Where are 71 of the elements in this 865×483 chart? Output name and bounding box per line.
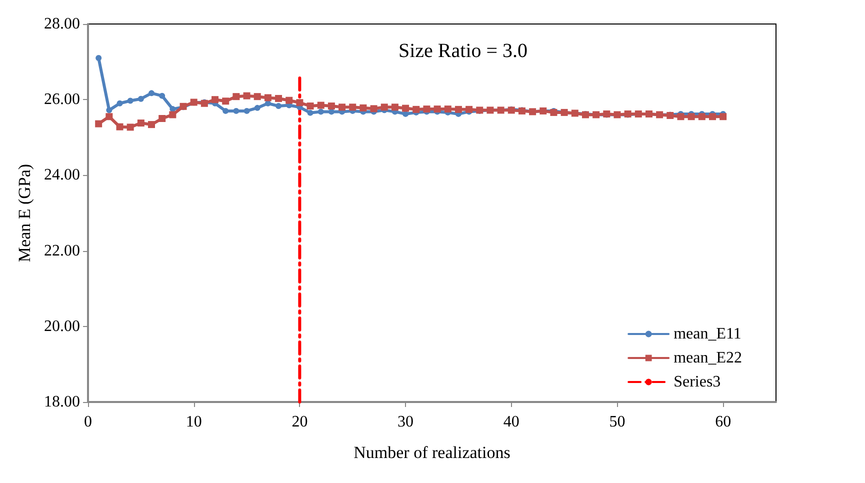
point xyxy=(708,113,716,120)
point xyxy=(349,104,356,111)
point xyxy=(454,106,462,113)
y-tick-label: 22.00 xyxy=(44,242,80,260)
point xyxy=(116,123,124,130)
point xyxy=(466,106,473,113)
point xyxy=(688,113,695,120)
y-tick-label: 20.00 xyxy=(44,318,80,335)
point xyxy=(306,102,314,110)
point xyxy=(126,124,134,131)
point xyxy=(296,99,304,106)
point xyxy=(360,104,367,112)
y-tick-label: 28.00 xyxy=(44,16,80,32)
point xyxy=(222,98,230,105)
point xyxy=(127,98,134,104)
point xyxy=(391,104,398,111)
point xyxy=(106,113,113,120)
point xyxy=(95,120,102,128)
point xyxy=(264,94,272,102)
point xyxy=(698,113,706,120)
point xyxy=(275,94,282,102)
point xyxy=(254,93,261,100)
point xyxy=(328,102,335,110)
x-axis-title: Number of realizations xyxy=(354,443,510,462)
point xyxy=(244,108,250,114)
x-tick-label: 20 xyxy=(292,414,308,430)
point xyxy=(96,55,102,62)
x-tick-label: 40 xyxy=(503,414,520,430)
x-tick-label: 60 xyxy=(715,414,732,430)
point xyxy=(412,106,420,113)
point xyxy=(318,108,324,115)
point xyxy=(106,107,112,114)
x-tick-label: 10 xyxy=(186,414,202,430)
point xyxy=(370,105,378,112)
point xyxy=(677,113,684,120)
point xyxy=(159,92,166,99)
point xyxy=(148,90,155,96)
point xyxy=(720,113,727,120)
point xyxy=(212,96,219,104)
point xyxy=(444,106,452,113)
x-tick-label: 30 xyxy=(398,414,414,430)
point xyxy=(169,111,176,118)
point xyxy=(307,110,314,116)
point xyxy=(222,108,229,114)
y-tick-label: 26.00 xyxy=(44,91,80,108)
legend-label: mean_E11 xyxy=(674,326,742,342)
x-tick-label: 0 xyxy=(84,414,92,430)
point xyxy=(138,96,144,102)
legend-label: mean_E22 xyxy=(674,350,742,366)
point xyxy=(233,108,240,114)
text: Size Ratio = 3.0 xyxy=(398,40,528,62)
point xyxy=(380,104,388,111)
point xyxy=(338,104,346,111)
point xyxy=(243,92,250,100)
point xyxy=(434,106,441,113)
point xyxy=(286,96,293,104)
point xyxy=(116,100,123,106)
x-tick-label: 50 xyxy=(609,414,626,430)
point xyxy=(148,121,156,128)
y-tick-label: 24.00 xyxy=(44,166,80,184)
point xyxy=(402,104,410,112)
point xyxy=(254,104,260,111)
y-tick-label: 18.00 xyxy=(44,394,80,410)
point xyxy=(317,102,324,109)
point xyxy=(137,120,144,127)
legend-label: Series3 xyxy=(674,374,721,390)
point xyxy=(276,103,282,110)
y-axis-title: Mean E (GPa) xyxy=(15,164,34,262)
point xyxy=(423,106,430,113)
point xyxy=(158,115,166,122)
point xyxy=(232,93,240,100)
